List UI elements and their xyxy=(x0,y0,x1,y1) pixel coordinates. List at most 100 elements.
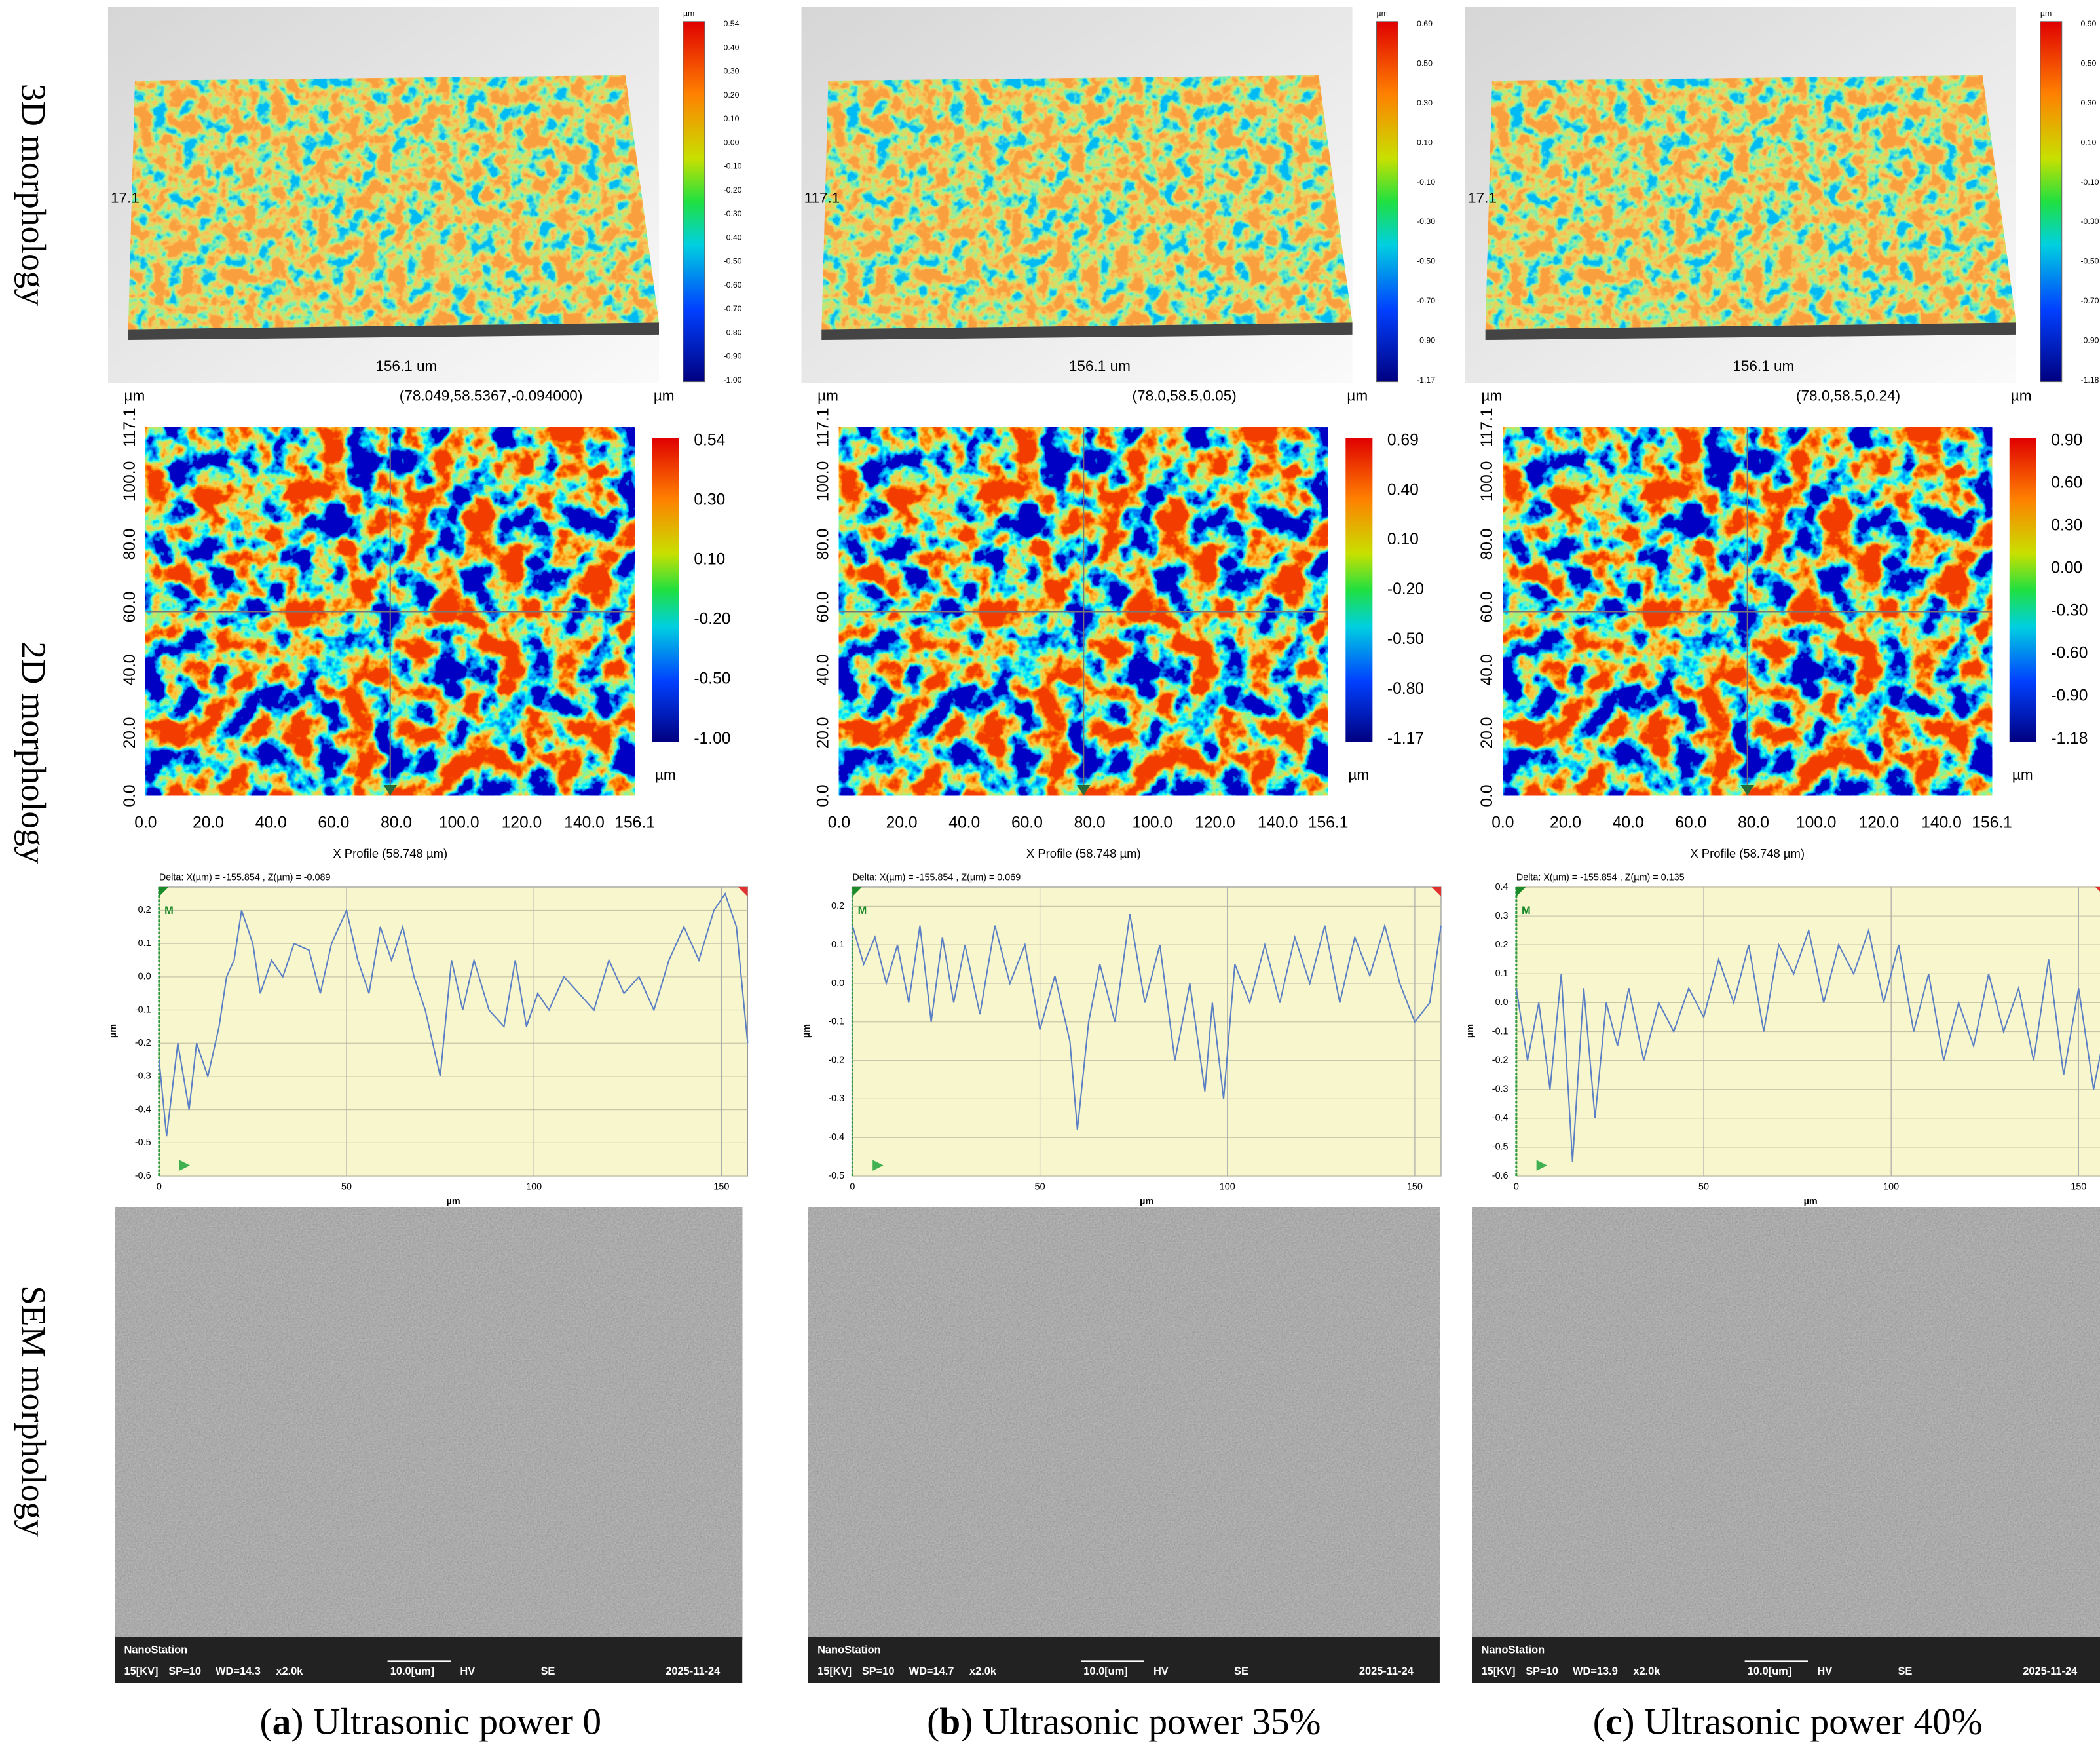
marker-label: M xyxy=(1522,905,1531,917)
colorbar-label: 0.20 xyxy=(723,90,739,100)
caption: (c) Ultrasonic power 40% xyxy=(1593,1701,1983,1742)
delta-label: Delta: X(µm) = -155.854 , Z(µm) = -0.089 xyxy=(159,873,331,883)
colorbar-label: -0.90 xyxy=(2080,335,2099,345)
y-tick-label: 117.1 xyxy=(1478,408,1496,447)
caption-part: c xyxy=(1605,1701,1622,1742)
y-tick-label: 0.0 xyxy=(138,972,151,982)
colorbar-label: -0.50 xyxy=(723,257,741,266)
y-tick-label: -0.4 xyxy=(135,1104,151,1114)
sem-info-bar xyxy=(115,1637,743,1683)
x-tick-label: 60.0 xyxy=(318,814,349,832)
x-tick-label: 40.0 xyxy=(1613,814,1644,832)
width-label: 156.1 um xyxy=(1733,358,1794,374)
x-tick-label: 50 xyxy=(1698,1182,1709,1192)
colorbar-label: -0.80 xyxy=(1387,680,1424,698)
colorbar-unit: µm xyxy=(2040,9,2052,18)
surface-3d-base xyxy=(821,322,1353,341)
marker-flag xyxy=(738,886,748,897)
y-tick-label: 117.1 xyxy=(121,408,139,447)
row-label: SEM morphology xyxy=(14,1285,54,1537)
sem-image xyxy=(808,1207,1440,1640)
y-tick-label: 20.0 xyxy=(121,717,139,749)
cursor-label: (78.049,58.5367,-0.094000) xyxy=(400,387,583,404)
sem-info: WD=13.9 xyxy=(1573,1665,1618,1677)
y-tick-label: 0.2 xyxy=(831,901,844,911)
colorbar-label: -1.00 xyxy=(694,730,730,748)
caption-part: ) Ultrasonic power 0 xyxy=(291,1701,601,1742)
x-tick-label: 0 xyxy=(850,1182,855,1192)
sem-info: HV xyxy=(1817,1665,1832,1677)
sem-info: WD=14.3 xyxy=(216,1665,261,1677)
x-tick-label: 100 xyxy=(1883,1182,1899,1192)
marker-flag xyxy=(1536,1160,1548,1171)
y-tick-label: 40.0 xyxy=(1478,655,1496,686)
colorbar xyxy=(2040,21,2063,383)
width-label: 156.1 um xyxy=(1069,358,1131,374)
colorbar-label: -0.30 xyxy=(1417,217,1435,226)
colorbar-label: -0.30 xyxy=(2051,602,2088,620)
caption: (a) Ultrasonic power 0 xyxy=(259,1701,601,1742)
cursor-label: (78.0,58.5,0.24) xyxy=(1796,387,1900,404)
unit-label: µm xyxy=(1347,387,1368,404)
x-tick-label: 140.0 xyxy=(1921,814,1962,832)
colorbar-label: -0.30 xyxy=(723,209,741,218)
y-tick-label: 117.1 xyxy=(815,408,833,447)
caption-part: ) Ultrasonic power 40% xyxy=(1622,1701,1982,1742)
marker-flag xyxy=(852,886,862,897)
colorbar-label: -0.50 xyxy=(1417,257,1435,266)
colorbar-label: 0.30 xyxy=(2080,98,2096,107)
y-tick-label: 100.0 xyxy=(815,461,833,502)
surface-3d-base xyxy=(128,322,660,341)
sem-info: SE xyxy=(1234,1665,1248,1677)
caption: (b) Ultrasonic power 35% xyxy=(927,1701,1321,1742)
sem-info: SE xyxy=(540,1665,555,1677)
y-tick-label: 100.0 xyxy=(1478,461,1496,502)
colorbar-label: 0.10 xyxy=(723,114,739,123)
delta-label: Delta: X(µm) = -155.854 , Z(µm) = 0.069 xyxy=(852,873,1021,883)
y-tick-label: 20.0 xyxy=(815,717,833,749)
x-tick-label: 20.0 xyxy=(1550,814,1581,832)
depth-label: 17.1 xyxy=(111,190,140,206)
profile-line xyxy=(852,913,1442,1130)
surface-3d-base xyxy=(1485,322,2016,341)
surface-3d xyxy=(1485,75,2016,330)
x-tick-label: 20.0 xyxy=(193,814,224,832)
colorbar-label: -0.30 xyxy=(2080,217,2099,226)
depth-label: 117.1 xyxy=(804,190,840,206)
y-tick-label: 0.2 xyxy=(138,905,151,915)
colorbar-label: -0.70 xyxy=(2080,296,2099,305)
y-tick-label: -0.5 xyxy=(1492,1142,1509,1152)
marker-label: M xyxy=(164,905,174,917)
colorbar-label: -0.50 xyxy=(1387,630,1424,648)
sem-info: 2025-11-24 xyxy=(2023,1665,2078,1677)
x-axis-label: µm xyxy=(1804,1196,1818,1207)
x-tick-label: 156.1 xyxy=(1972,814,2012,832)
x-tick-label: 80.0 xyxy=(381,814,412,832)
unit-label: µm xyxy=(2011,387,2032,404)
caption-part: ( xyxy=(1593,1701,1605,1742)
marker-flag xyxy=(179,1160,191,1171)
y-tick-label: 60.0 xyxy=(121,592,139,623)
colorbar-label: -0.80 xyxy=(723,328,741,337)
y-axis-label: µm xyxy=(108,1024,119,1038)
y-tick-label: 0.0 xyxy=(121,784,139,807)
sem-info: x2.0k xyxy=(969,1665,997,1677)
colorbar-label: -0.10 xyxy=(1417,178,1435,187)
sem-image xyxy=(1472,1207,2100,1640)
colorbar-label: 0.60 xyxy=(2051,474,2082,491)
y-tick-label: 0.0 xyxy=(1478,784,1496,807)
row-label: 3D morphology xyxy=(14,84,54,307)
sem-info: 2025-11-24 xyxy=(1359,1665,1414,1677)
depth-label: 17.1 xyxy=(1468,190,1497,206)
colorbar-label: -0.20 xyxy=(1387,580,1424,598)
unit-label: µm xyxy=(2012,767,2033,783)
colorbar-label: -0.70 xyxy=(723,304,741,313)
sem-brand: NanoStation xyxy=(1482,1644,1545,1656)
y-tick-label: -0.5 xyxy=(828,1171,844,1181)
x-tick-label: 0.0 xyxy=(828,814,850,832)
y-tick-label: -0.3 xyxy=(1492,1084,1509,1095)
colorbar-label: 0.00 xyxy=(723,138,739,147)
delta-label: Delta: X(µm) = -155.854 , Z(µm) = 0.135 xyxy=(1516,873,1685,883)
